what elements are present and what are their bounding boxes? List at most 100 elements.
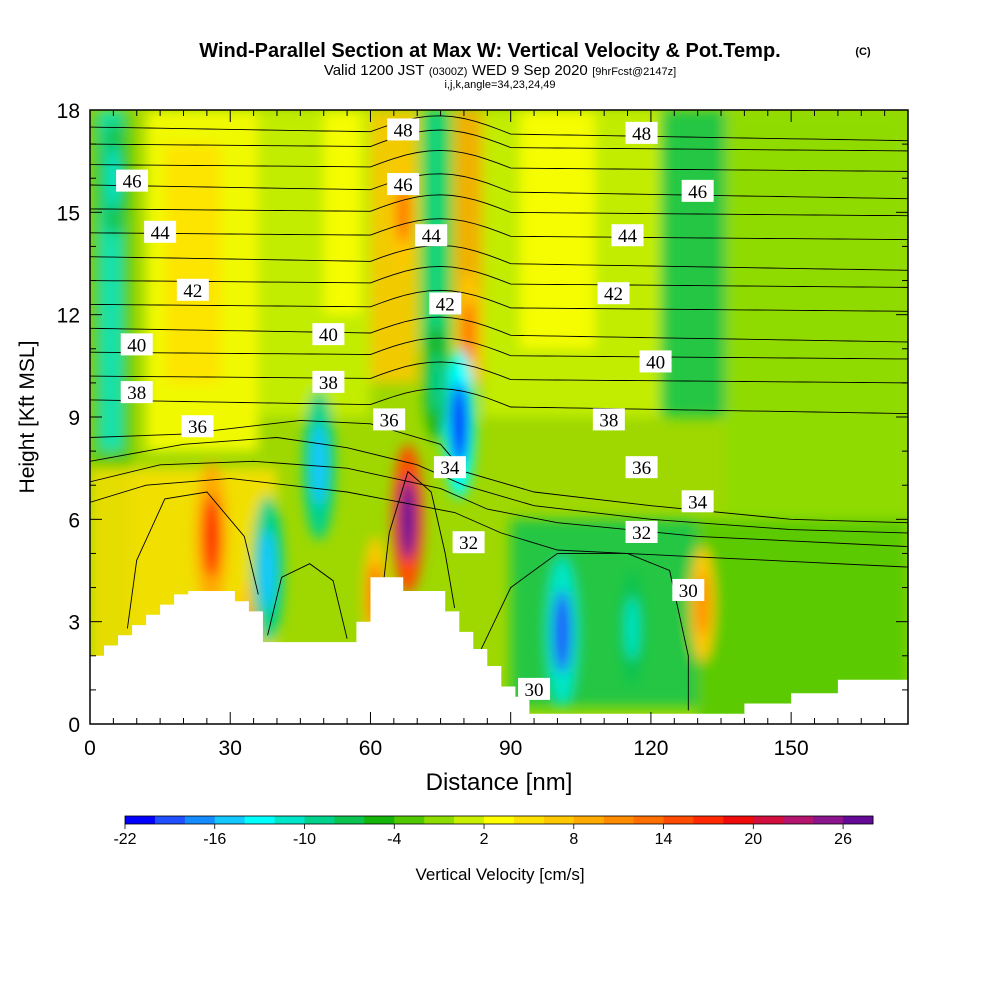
colorbar-swatch	[723, 816, 754, 824]
downdraft-core-center	[553, 590, 571, 674]
downdraft-core-center	[450, 382, 469, 466]
colorbar-tick-label: 2	[480, 831, 489, 848]
y-tick-label: 3	[68, 612, 80, 635]
contour-label-text: 36	[188, 417, 207, 438]
updraft-core-center	[461, 299, 476, 364]
contour-label-text: 32	[459, 533, 478, 554]
theta-contour-line	[90, 129, 908, 152]
vertical-velocity-field	[90, 110, 908, 724]
y-tick-label: 0	[68, 714, 80, 737]
copyright-mark: (C)	[855, 46, 871, 58]
colorbar-label: Vertical Velocity [cm/s]	[415, 865, 584, 884]
downdraft-core-center	[429, 350, 443, 415]
contour-label-text: 40	[319, 325, 338, 346]
contour-label: 42	[176, 278, 209, 302]
x-tick-label: 90	[499, 737, 522, 760]
downdraft-core-center	[625, 596, 639, 661]
contour-label: 44	[415, 224, 448, 247]
contour-label: 34	[681, 490, 714, 513]
theta-contour-line	[90, 361, 908, 384]
x-axis: 0 30 60 90 120 150	[84, 110, 909, 760]
contour-label: 36	[181, 415, 214, 438]
theta-contour-line	[90, 477, 908, 568]
contour-label-text: 30	[525, 680, 544, 701]
colorbar-swatch	[603, 816, 635, 824]
chart-subtitle: Valid 1200 JST (0300Z) WED 9 Sep 2020 [9…	[324, 62, 676, 79]
downdraft-core-center	[258, 529, 277, 612]
contour-label-text: 42	[436, 294, 455, 315]
colorbar-swatch	[214, 816, 246, 824]
contour-label: 36	[625, 456, 658, 479]
contour-label: 30	[672, 578, 705, 602]
contour-label-text: 44	[618, 226, 638, 247]
colorbar-swatch	[364, 816, 395, 824]
contour-label-text: 48	[394, 120, 413, 141]
colorbar	[124, 815, 874, 825]
colorbar-tick-label: 26	[834, 831, 852, 848]
chart-subtitle-indices: i,j,k,angle=34,23,24,49	[444, 79, 555, 91]
y-tick-label: 18	[57, 100, 80, 123]
theta-contour-line	[90, 245, 908, 271]
contour-label: 46	[681, 179, 714, 203]
colorbar-swatch	[184, 816, 216, 824]
chart-title: Wind-Parallel Section at Max W: Vertical…	[199, 40, 780, 62]
velocity-band	[323, 110, 362, 315]
contour-label: 32	[452, 531, 485, 554]
colorbar-tick-label: -10	[293, 831, 316, 848]
theta-contour-line	[90, 173, 908, 200]
velocity-band	[520, 110, 595, 349]
y-tick-label: 9	[68, 407, 80, 430]
y-tick-label: 15	[57, 202, 80, 225]
contour-label-text: 38	[599, 410, 618, 431]
contour-label: 48	[387, 118, 420, 141]
updraft-core-center	[202, 495, 221, 578]
colorbar-swatch	[543, 816, 575, 824]
colorbar-swatch	[274, 816, 306, 824]
theta-contour-line	[90, 194, 908, 217]
colorbar-swatch	[125, 816, 156, 824]
colorbar-swatch	[573, 816, 605, 824]
colorbar-swatch	[753, 816, 784, 824]
theta-contour-line	[90, 388, 908, 415]
contour-label-text: 46	[394, 175, 413, 196]
contour-label-text: 40	[646, 352, 665, 373]
contour-label: 46	[116, 169, 149, 193]
contour-label: 40	[639, 350, 672, 373]
contour-label-text: 32	[632, 523, 651, 544]
colorbar-frame	[124, 815, 874, 825]
contour-label-text: 36	[380, 410, 399, 431]
x-tick-label: 0	[84, 737, 96, 760]
updraft-core-center	[396, 180, 410, 245]
contour-label-text: 42	[604, 284, 623, 305]
colorbar-swatch	[663, 816, 694, 824]
contour-label-text: 48	[632, 124, 651, 145]
contour-label: 48	[625, 121, 658, 145]
theta-contour-line	[90, 316, 908, 343]
x-tick-label: 120	[633, 737, 668, 760]
contour-label: 44	[144, 220, 177, 244]
colorbar-swatch	[693, 816, 724, 824]
colorbar-swatch	[304, 816, 335, 824]
theta-contour-line	[90, 115, 908, 142]
contour-label-text: 30	[679, 581, 698, 602]
theta-contour-line	[477, 552, 689, 711]
theta-contour-line	[267, 563, 348, 639]
theta-contour-line	[379, 470, 456, 615]
colorbar-swatch	[454, 816, 485, 824]
downdraft-core-center	[106, 146, 121, 211]
theta-contour-line	[126, 491, 259, 629]
colorbar-swatch	[424, 816, 455, 824]
contour-label-text: 36	[632, 458, 651, 479]
x-tick-label: 60	[359, 737, 382, 760]
contour-labels: 48 48 46 46 46 44 44 44 42 42 42 40 40 40 38 38 38 36 36 36…	[116, 118, 714, 701]
contour-label-text: 44	[422, 226, 442, 247]
colorbar-swatch	[843, 816, 874, 824]
contour-label: 38	[312, 370, 345, 394]
colorbar-swatch	[513, 816, 545, 824]
colorbar-tick-label: 14	[655, 831, 673, 848]
contour-label-text: 38	[319, 373, 338, 394]
colorbar-tick-label: -4	[387, 831, 401, 848]
theta-contour-line	[90, 265, 908, 288]
contour-label-text: 46	[123, 172, 142, 193]
